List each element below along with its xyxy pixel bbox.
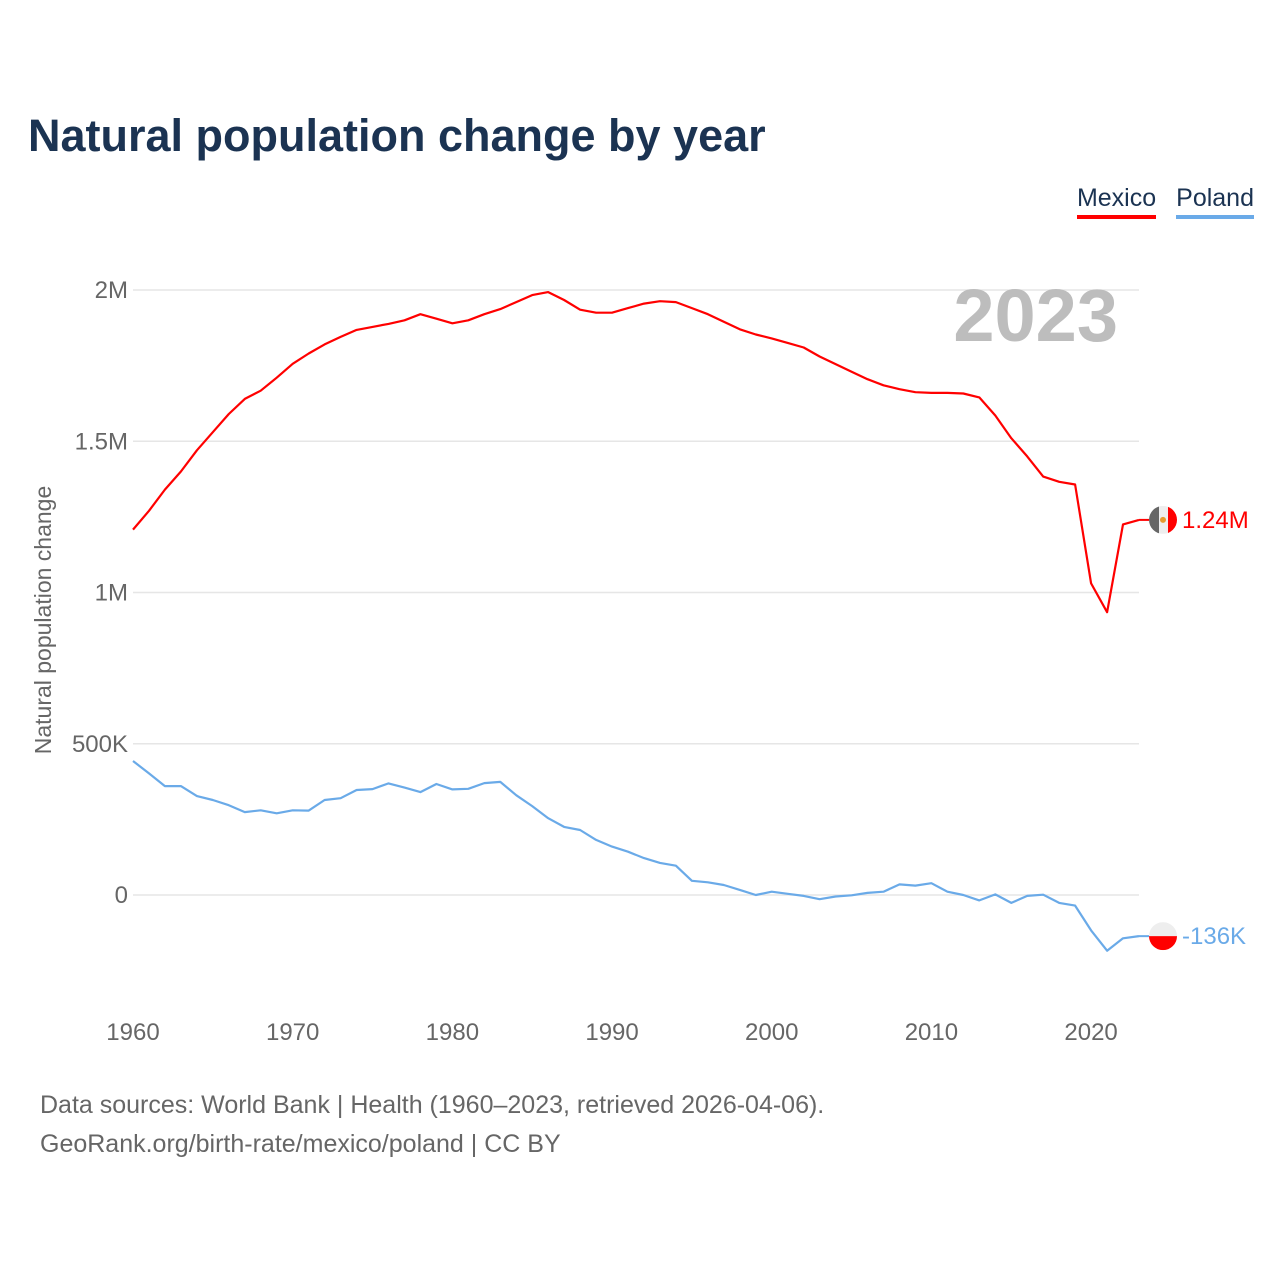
x-tick-label: 1960 xyxy=(106,1019,159,1046)
y-tick-label: 2M xyxy=(95,277,128,304)
line-chart: 0 500K 1M 1.5M 2M 1960 1970 1980 1990 2000 2010 202… xyxy=(30,274,1249,1046)
flag-mexico-icon xyxy=(1149,505,1177,534)
x-tick-label: 2010 xyxy=(905,1019,958,1046)
data-source-text: Data sources: World Bank | Health (1960–… xyxy=(40,1091,825,1119)
flag-poland-icon xyxy=(1149,922,1177,951)
x-tick-label: 1980 xyxy=(426,1019,479,1046)
chart-title: Natural population change by year xyxy=(28,110,766,161)
footer: Data sources: World Bank | Health (1960–… xyxy=(40,1086,824,1164)
y-tick-label: 0 xyxy=(115,882,128,909)
x-tick-label: 2000 xyxy=(745,1019,798,1046)
attribution-link[interactable]: GeoRank.org/birth-rate/mexico/poland | C… xyxy=(40,1130,561,1158)
series-line-mexico xyxy=(132,291,1140,614)
y-tick-label: 500K xyxy=(72,731,128,758)
legend: Mexico Poland xyxy=(1076,184,1254,219)
end-value-label-mexico: 1.24M xyxy=(1182,507,1249,534)
x-tick-label: 1970 xyxy=(266,1019,319,1046)
y-tick-label: 1.5M xyxy=(75,428,128,455)
y-axis-label: Natural population change xyxy=(30,486,56,755)
x-tick-label: 1990 xyxy=(585,1019,638,1046)
legend-item-mexico[interactable]: Mexico xyxy=(1076,184,1157,219)
y-tick-label: 1M xyxy=(95,580,128,607)
x-tick-label: 2020 xyxy=(1064,1019,1117,1046)
legend-item-poland[interactable]: Poland xyxy=(1176,184,1254,219)
end-value-label-poland: -136K xyxy=(1182,923,1246,950)
year-watermark: 2023 xyxy=(953,274,1118,357)
series-line-poland xyxy=(132,760,1140,952)
